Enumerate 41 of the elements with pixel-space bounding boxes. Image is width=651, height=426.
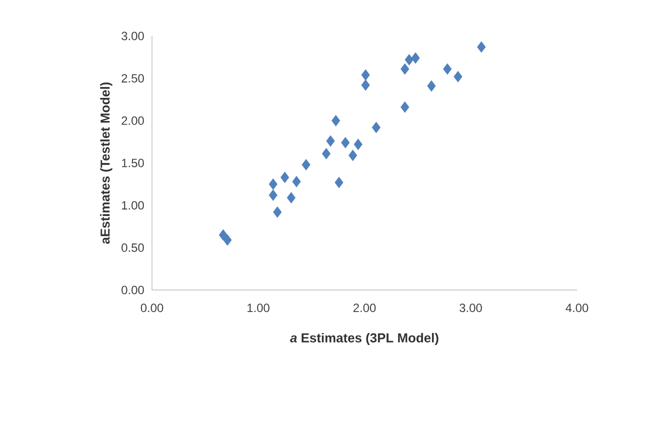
point (443, 63, 452, 75)
y-tick-label: 1.00 (122, 201, 144, 210)
y-tick-label: 0.00 (122, 286, 144, 294)
point (302, 158, 310, 170)
y-axis-title: aEstimates (Testlet Model) (100, 82, 112, 244)
point (223, 234, 232, 246)
x-tick-label: 2.00 (353, 304, 376, 312)
point (361, 79, 370, 91)
x-tick-label: 3.00 (460, 304, 482, 312)
point (268, 189, 278, 201)
point (477, 41, 486, 53)
y-tick-label: 3.00 (122, 32, 144, 40)
point (372, 122, 381, 134)
y-tick-label: 1.50 (122, 158, 144, 168)
point (411, 52, 420, 64)
point (268, 178, 278, 190)
point (354, 138, 362, 150)
y-tick-label: 2.50 (122, 74, 144, 83)
x-tick-label: 0.00 (140, 304, 164, 312)
x-tick-label: 1.00 (248, 304, 270, 312)
point (326, 135, 335, 147)
point (361, 69, 370, 81)
point (348, 150, 358, 162)
point (404, 54, 414, 66)
point (273, 206, 282, 218)
point (286, 192, 296, 204)
x-axis-title: a Estimates (3PL Model) (290, 332, 438, 346)
point (322, 148, 331, 160)
point (334, 176, 344, 188)
point (218, 229, 228, 241)
point (427, 80, 436, 92)
point (280, 172, 290, 184)
point (454, 70, 462, 82)
point (400, 63, 410, 75)
x-tick-label: 4.00 (566, 304, 588, 312)
y-tick-label: 2.00 (122, 116, 144, 125)
y-tick-label: 0.50 (122, 243, 144, 252)
point (331, 114, 340, 126)
point (292, 176, 301, 188)
point (400, 101, 410, 113)
point (341, 136, 350, 148)
